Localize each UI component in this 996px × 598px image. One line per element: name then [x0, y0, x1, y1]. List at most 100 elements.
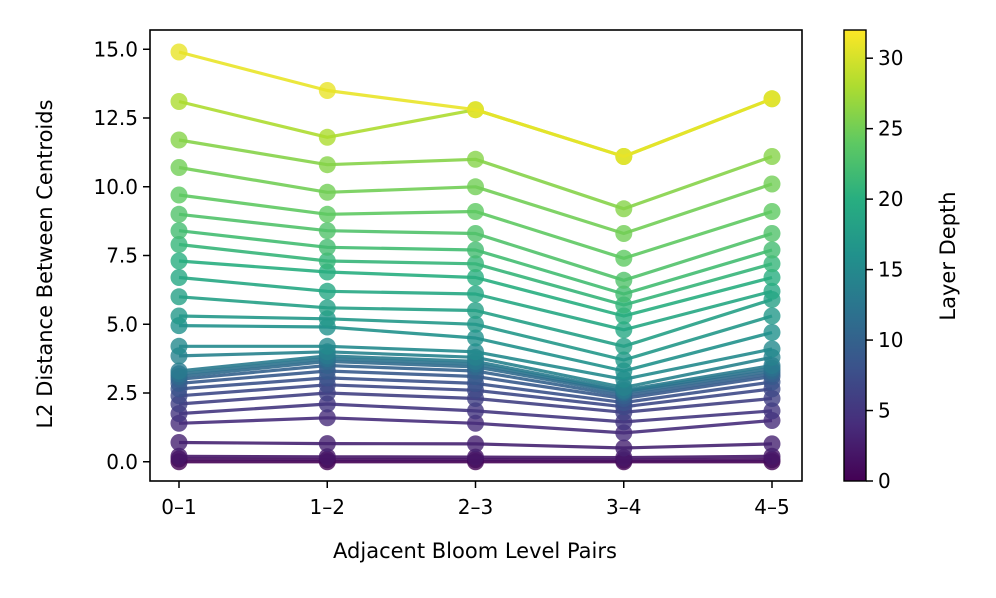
data-point: [763, 148, 781, 165]
data-point: [318, 128, 336, 146]
x-tick-label: 4–5: [754, 495, 789, 519]
data-point: [318, 299, 336, 317]
colorbar-tick-label: 30: [878, 46, 903, 70]
data-point: [615, 285, 633, 303]
data-point: [763, 447, 781, 465]
data-point: [170, 131, 188, 149]
colorbar-title: Layer Depth: [936, 191, 960, 320]
x-tick-label: 0–1: [161, 495, 196, 519]
data-point: [318, 409, 336, 427]
data-point: [170, 447, 188, 465]
data-point: [318, 222, 336, 240]
data-point: [615, 200, 633, 218]
data-point: [467, 241, 484, 259]
x-axis-title: Adjacent Bloom Level Pairs: [333, 539, 617, 563]
data-point: [318, 252, 336, 270]
data-point: [467, 435, 484, 453]
data-point: [318, 435, 336, 453]
data-point: [170, 186, 188, 204]
data-point: [467, 203, 484, 220]
series-layer-2: [170, 447, 781, 467]
x-tick-label: 2–3: [458, 495, 493, 519]
data-point: [467, 269, 484, 286]
colorbar-tick-label: 20: [878, 187, 903, 211]
series-layer-22: [170, 222, 781, 303]
plot-area: [170, 43, 781, 471]
data-point: [467, 302, 484, 319]
data-point: [170, 252, 188, 270]
colorbar-tick-label: 5: [878, 399, 891, 423]
colorbar-gradient: [844, 30, 866, 481]
y-tick-label: 5.0: [106, 312, 138, 336]
data-point: [763, 255, 781, 273]
series-line: [178, 138, 773, 211]
y-axis-title: L2 Distance Between Centroids: [33, 99, 57, 428]
data-point: [170, 337, 188, 355]
data-point: [170, 159, 188, 176]
colorbar-tick-label: 15: [878, 258, 903, 282]
data-point: [170, 307, 188, 325]
data-point: [467, 225, 484, 242]
data-point: [318, 238, 336, 256]
data-point: [615, 439, 633, 457]
data-point: [467, 343, 484, 361]
data-point: [170, 434, 188, 451]
colorbar-tick-label: 25: [878, 117, 903, 141]
data-point: [170, 236, 188, 253]
data-point: [763, 282, 781, 300]
data-point: [467, 329, 484, 347]
data-point: [615, 148, 633, 165]
series-layer-18: [170, 288, 781, 355]
data-point: [170, 362, 188, 380]
colorbar: 0 5 10 15 20 25 30: [843, 29, 903, 493]
series-layer-31: [170, 43, 781, 165]
y-tick-label: 15.0: [93, 37, 138, 61]
data-point: [467, 402, 484, 420]
data-point: [467, 178, 484, 196]
y-tick-label: 10.0: [93, 175, 138, 199]
series-layer-24: [170, 186, 781, 267]
data-point: [318, 156, 336, 174]
data-point: [318, 282, 336, 300]
data-point: [615, 271, 633, 289]
colorbar-tick-label: 10: [878, 328, 903, 352]
data-point: [763, 241, 781, 259]
data-point: [170, 43, 188, 61]
data-point: [170, 93, 188, 110]
y-tick-label: 0.0: [106, 450, 138, 474]
data-point: [763, 340, 781, 358]
data-point: [763, 435, 781, 453]
data-point: [615, 337, 633, 355]
colorbar-frame: [843, 29, 867, 482]
data-point: [170, 222, 188, 240]
data-point: [763, 402, 781, 420]
data-point: [467, 448, 484, 466]
data-point: [170, 269, 188, 286]
data-point: [467, 315, 484, 333]
series-layer-23: [170, 205, 781, 289]
data-point: [318, 205, 336, 223]
y-tick-label: 7.5: [106, 244, 138, 268]
data-point: [763, 175, 781, 193]
data-point: [763, 225, 781, 242]
x-tick-label: 1–2: [310, 495, 345, 519]
series-layer-15: [170, 337, 781, 388]
series-layer-26: [170, 131, 781, 218]
series-layer-25: [170, 159, 781, 242]
data-point: [318, 337, 336, 355]
data-point: [615, 225, 633, 242]
axes: 0.0 2.5 5.0 7.5 10.0 12.5 15.0 0–1 1–2 2–3 3–4 4–5: [93, 29, 803, 519]
y-tick-label: 2.5: [106, 381, 138, 405]
data-point: [170, 205, 188, 223]
data-point: [318, 448, 336, 466]
data-point: [763, 203, 781, 220]
data-point: [467, 285, 484, 303]
data-point: [615, 321, 633, 339]
data-point: [170, 288, 188, 306]
data-point: [467, 414, 484, 432]
data-point: [467, 255, 484, 273]
data-point: [763, 307, 781, 325]
series-layer-17: [170, 307, 781, 369]
